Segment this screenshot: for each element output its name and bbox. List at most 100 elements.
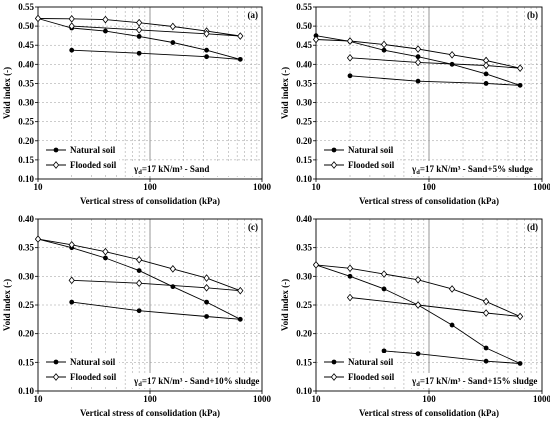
data-point bbox=[68, 15, 75, 23]
legend-marker bbox=[53, 359, 59, 365]
data-point bbox=[204, 314, 209, 319]
annotation: γd=17 kN/m³ - Sand+15% sludge bbox=[410, 373, 539, 388]
data-point bbox=[136, 255, 143, 264]
x-tick-label: 10 bbox=[34, 182, 44, 192]
legend-box bbox=[319, 141, 397, 175]
data-point bbox=[483, 345, 489, 351]
data-point bbox=[415, 351, 421, 357]
series-line bbox=[37, 18, 241, 37]
data-point bbox=[414, 58, 422, 67]
panel-label: (a) bbox=[248, 10, 259, 20]
data-point bbox=[203, 29, 210, 38]
data-point bbox=[346, 54, 354, 62]
data-point bbox=[204, 299, 209, 305]
y-tick-label: 0.40 bbox=[18, 214, 34, 224]
data-point bbox=[136, 18, 143, 27]
data-point bbox=[483, 81, 489, 86]
legend-label: Flooded soil bbox=[348, 160, 395, 170]
annotation-text: γd=17 kN/m³ - Sand bbox=[133, 164, 209, 176]
y-tick-label: 0.25 bbox=[18, 117, 34, 127]
panel-a: 0.10 0.15 0.20 0.25 0.30 0.35 0.40 0.45 0.50 0.55… bbox=[2, 2, 272, 206]
series-line bbox=[315, 39, 521, 69]
y-tick-label: 0.25 bbox=[296, 300, 312, 310]
data-point bbox=[69, 299, 75, 305]
y-axis-label: Void index (-) bbox=[280, 279, 290, 331]
y-tick-label: 0.35 bbox=[296, 243, 312, 253]
x-tick-label: 100 bbox=[422, 182, 436, 192]
data-point bbox=[380, 40, 388, 49]
x-axis-label: Vertical stress of consolidation (kPa) bbox=[359, 408, 499, 418]
data-point bbox=[380, 270, 388, 278]
series-flooded-soil bbox=[312, 261, 524, 321]
y-tick-label: 0.55 bbox=[18, 2, 34, 12]
data-point bbox=[448, 50, 456, 59]
legend-label: Flooded soil bbox=[348, 372, 395, 382]
data-point bbox=[381, 47, 387, 53]
x-tick-label: 1000 bbox=[253, 394, 272, 404]
x-axis-label: Vertical stress of consolidation (kPa) bbox=[359, 196, 499, 206]
y-axis-label: Void index (-) bbox=[2, 279, 12, 331]
y-tick-label: 0.40 bbox=[296, 214, 312, 224]
series-line bbox=[315, 264, 521, 317]
annotation-box bbox=[410, 373, 539, 388]
data-point bbox=[516, 64, 524, 72]
data-point bbox=[415, 78, 421, 84]
x-tick-label: 100 bbox=[143, 394, 157, 404]
x-tick-label: 1000 bbox=[533, 182, 550, 192]
data-point bbox=[136, 268, 142, 273]
series-line bbox=[37, 18, 241, 60]
y-tick-label: 0.30 bbox=[18, 98, 34, 108]
data-point bbox=[169, 265, 176, 273]
data-point bbox=[381, 286, 387, 292]
data-point bbox=[414, 45, 422, 53]
data-point bbox=[482, 309, 490, 317]
data-point bbox=[414, 275, 422, 284]
legend: Natural soil Flooded soil bbox=[41, 141, 119, 175]
legend-label: Natural soil bbox=[70, 145, 116, 155]
data-point bbox=[68, 276, 75, 285]
data-point bbox=[483, 71, 489, 77]
x-tick-label: 100 bbox=[143, 182, 157, 192]
y-tick-label: 0.15 bbox=[18, 155, 34, 165]
annotation-text: γd=17 kN/m³ - Sand+10% sludge bbox=[133, 376, 259, 388]
panel-c: 0.10 0.15 0.20 0.25 0.30 0.35 0.40 10 100 1000 Ver… bbox=[2, 214, 272, 418]
data-point bbox=[381, 348, 387, 354]
legend-marker bbox=[52, 161, 60, 169]
data-point bbox=[414, 301, 422, 309]
data-point bbox=[102, 247, 109, 256]
annotation: γd=17 kN/m³ - Sand bbox=[132, 161, 259, 176]
y-tick-label: 0.30 bbox=[296, 98, 312, 108]
y-tick-label: 0.15 bbox=[296, 155, 312, 165]
series-line bbox=[315, 35, 521, 86]
legend-marker bbox=[331, 359, 337, 365]
series-line bbox=[37, 238, 241, 292]
data-point bbox=[346, 37, 354, 45]
x-tick-label: 100 bbox=[422, 394, 436, 404]
y-tick-label: 0.20 bbox=[296, 136, 312, 146]
y-tick-label: 0.30 bbox=[18, 271, 34, 281]
data-point bbox=[136, 308, 142, 314]
data-point bbox=[136, 279, 143, 288]
data-point bbox=[69, 47, 75, 53]
annotation-box bbox=[132, 373, 259, 388]
panel-label: (c) bbox=[248, 222, 258, 232]
legend-label: Flooded soil bbox=[70, 160, 117, 170]
data-point bbox=[102, 15, 109, 24]
data-point bbox=[516, 312, 524, 321]
series-natural-soil bbox=[313, 33, 523, 88]
legend-label: Flooded soil bbox=[70, 372, 117, 382]
legend-label: Natural soil bbox=[348, 145, 394, 155]
data-point bbox=[103, 255, 108, 261]
data-point bbox=[136, 50, 142, 56]
data-point bbox=[517, 361, 523, 366]
data-point bbox=[68, 240, 75, 249]
data-point bbox=[169, 22, 176, 31]
y-tick-label: 0.20 bbox=[18, 329, 34, 339]
data-point bbox=[203, 283, 210, 292]
y-tick-label: 0.25 bbox=[296, 117, 312, 127]
annotation-text: γd=17 kN/m³ - Sand+15% sludge bbox=[411, 376, 537, 388]
legend-marker bbox=[330, 373, 338, 381]
y-tick-label: 0.45 bbox=[296, 40, 312, 50]
x-tick-label: 1000 bbox=[533, 394, 550, 404]
